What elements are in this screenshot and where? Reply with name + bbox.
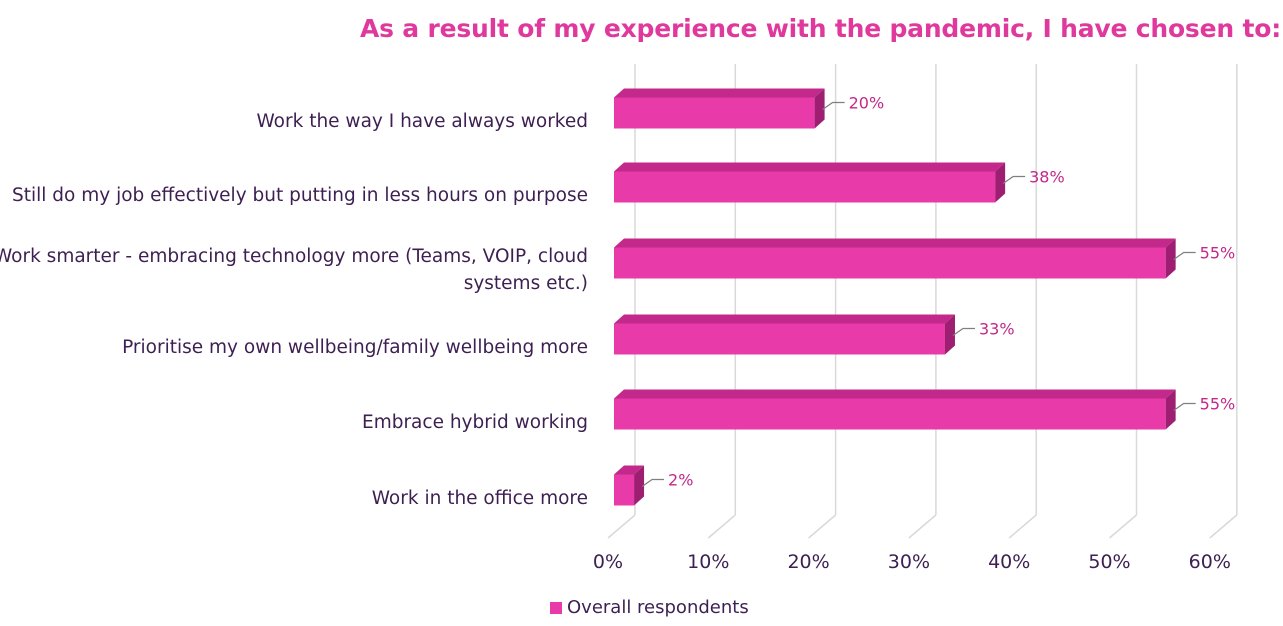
gridline-floor xyxy=(707,514,736,539)
legend: Overall respondents xyxy=(550,597,749,618)
leader-line xyxy=(1173,402,1196,411)
x-tick-label: 30% xyxy=(888,551,930,573)
bar-top xyxy=(614,465,645,475)
x-tick-label: 60% xyxy=(1189,551,1231,573)
bar xyxy=(614,398,1166,430)
x-tick-label: 20% xyxy=(787,551,829,573)
category-label: Work smarter - embracing technology more… xyxy=(0,246,588,267)
legend-swatch xyxy=(550,601,562,614)
x-tick-label: 10% xyxy=(687,551,729,573)
category-label: Embrace hybrid working xyxy=(362,412,588,433)
bar-side xyxy=(814,88,825,129)
gridline-floor xyxy=(908,514,937,539)
bar-side xyxy=(944,314,955,355)
leader-line xyxy=(952,327,975,336)
data-label: 38% xyxy=(1029,168,1065,187)
category-label: Work in the office more xyxy=(372,488,588,509)
bar xyxy=(614,97,815,129)
bar-top xyxy=(614,389,1176,399)
leader-line xyxy=(822,101,845,110)
bar-side xyxy=(1165,389,1176,430)
bar xyxy=(614,474,635,506)
gridline-floor xyxy=(808,514,837,539)
gridline-floor xyxy=(1109,514,1137,539)
leader-line xyxy=(1002,175,1026,184)
leader-line xyxy=(1173,251,1196,260)
x-tick-label: 40% xyxy=(988,551,1030,573)
data-label: 2% xyxy=(668,471,693,490)
bar-top xyxy=(614,88,825,98)
data-label: 55% xyxy=(1200,395,1236,414)
x-tick-label: 50% xyxy=(1088,551,1130,573)
bar xyxy=(614,247,1166,279)
bar-side xyxy=(634,465,645,506)
category-label: Prioritise my own wellbeing/family wellb… xyxy=(122,337,588,358)
bar-top xyxy=(614,314,955,324)
leader-line xyxy=(641,478,665,487)
data-label: 55% xyxy=(1200,244,1236,263)
bar-top xyxy=(614,238,1176,248)
category-label: Still do my job effectively but putting … xyxy=(12,185,588,206)
bar xyxy=(614,323,945,355)
legend-label: Overall respondents xyxy=(567,597,749,618)
category-label: Work the way I have always worked xyxy=(256,111,588,132)
gridline-floor xyxy=(607,514,636,539)
bar-side xyxy=(995,162,1006,203)
data-label: 20% xyxy=(849,94,885,113)
data-label: 33% xyxy=(979,320,1015,339)
bar-side xyxy=(1165,238,1176,279)
bar xyxy=(614,171,996,203)
gridline-floor xyxy=(1209,514,1238,539)
bar-top xyxy=(614,162,1006,172)
category-label: systems etc.) xyxy=(464,273,588,294)
gridline-floor xyxy=(1008,514,1037,539)
x-tick-label: 0% xyxy=(593,551,623,573)
chart-title: As a result of my experience with the pa… xyxy=(359,14,1281,43)
